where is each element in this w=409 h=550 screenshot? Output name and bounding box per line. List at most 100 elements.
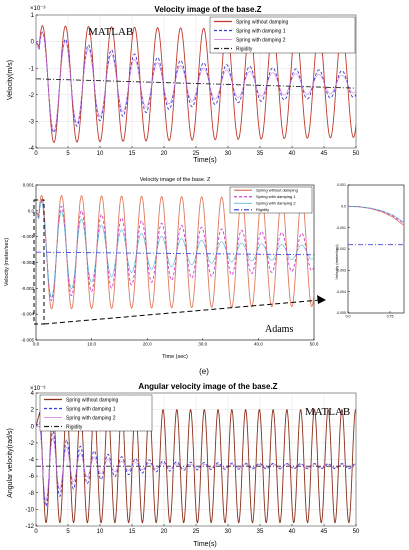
panel-label: (e)	[199, 367, 209, 376]
x-axis-label: Time(s)	[193, 541, 216, 548]
y-axis-label: Velocity (meter/sec)	[4, 238, 10, 286]
series-group	[348, 205, 404, 246]
y-tick-label: -0.001	[336, 226, 346, 230]
y-tick-label: -0.004	[336, 290, 346, 294]
x-tick-label: 10.0	[87, 342, 96, 347]
y-tick-label: -4	[29, 146, 35, 152]
plot-frame	[347, 184, 405, 314]
x-tick-label: 35	[257, 529, 264, 535]
plot-area: 0.0 0.75 0.001 0.0 -0.001 -0.002 -0.003 -0.004 -…	[336, 183, 405, 319]
x-tick-label: 40	[289, 529, 296, 535]
chart-matlab-velocity: Velocity image of the base.Z ×10⁻³ 0 5 10 1…	[7, 5, 360, 164]
exponent-label: ×10⁻³	[30, 386, 45, 392]
y-tick-label: -1	[29, 66, 35, 72]
legend-label: Spring with damping 2	[236, 37, 286, 43]
x-tick-label: 15	[129, 529, 136, 535]
series-group	[36, 194, 314, 310]
zoom-arrowhead	[317, 295, 326, 304]
zoom-region-box	[33, 199, 45, 325]
x-tick-label: 30	[225, 151, 232, 157]
x-tick-label: 0.0	[346, 315, 351, 319]
y-tick-label: -0.004	[21, 312, 34, 317]
y-tick-label: -0.001	[21, 234, 34, 239]
x-tick-label: 45	[321, 151, 328, 157]
x-tick-label: 10	[97, 151, 104, 157]
x-tick-label: 10	[97, 529, 104, 535]
x-tick-label: 5	[66, 529, 70, 535]
x-tick-label: 50	[353, 151, 360, 157]
y-tick-label: -6	[29, 474, 35, 480]
y-tick-label: 0.0	[341, 205, 346, 209]
y-tick-label: -2	[29, 93, 35, 99]
x-tick-label: 0	[34, 529, 38, 535]
legend-label: Spring without damping	[236, 19, 288, 25]
x-axis-label: Time (sec)	[162, 354, 188, 360]
chart-title: Angular velocity image of the base.Z	[138, 382, 277, 391]
x-tick-label: 40	[289, 151, 296, 157]
legend-box	[229, 186, 313, 214]
x-tick-label: 30	[225, 529, 232, 535]
chart-adams-inset: 0.0 0.75 0.001 0.0 -0.001 -0.002 -0.003 -0.004 -…	[334, 183, 405, 319]
y-tick-label: 4	[31, 391, 35, 397]
chart-matlab-angular-velocity: Angular velocity image of the base.Z ×10…	[7, 382, 360, 548]
y-tick-label: -0.005	[336, 311, 346, 315]
y-tick-label: -0.003	[21, 286, 34, 291]
x-tick-label: 25	[193, 529, 200, 535]
x-tick-label: 40.0	[254, 342, 263, 347]
series-group	[36, 25, 356, 143]
legend: Spring without damping Spring with dampin…	[209, 16, 356, 54]
legend-label: Spring with damping 1	[256, 194, 296, 199]
y-tick-label: -10	[25, 507, 34, 513]
legend-label: Spring with damping 1	[66, 406, 116, 412]
legend-label: Spring without damping	[66, 397, 118, 403]
x-tick-label: 0.0	[33, 342, 40, 347]
watermark-label: Adams	[265, 324, 293, 335]
y-tick-label: 0.001	[337, 183, 346, 187]
legend-label: Spring with damping 1	[236, 28, 286, 34]
series-line-spring-with-damping-1	[36, 31, 356, 134]
series-line-spring-with-damping-2	[348, 206, 404, 223]
x-tick-label: 30.0	[198, 342, 207, 347]
y-axis-label: Velocity(m/s)	[7, 60, 14, 100]
y-tick-label: -8	[29, 491, 35, 497]
y-tick-label: -0.003	[336, 269, 346, 273]
x-axis-label: Time(s)	[193, 157, 216, 164]
exponent-label: ×10⁻³	[30, 6, 45, 12]
y-axis-label: Angular velocity(rad/s)	[7, 428, 14, 498]
y-tick-label: -2	[29, 441, 35, 447]
chart-title: Velocity image of the base.Z	[154, 5, 261, 14]
legend-box	[209, 16, 356, 54]
chart-title: Velocity image of the base. Z	[140, 177, 211, 183]
legend-label: Rigidity	[236, 46, 253, 52]
series-line-rigidity	[36, 78, 356, 89]
y-tick-label: 0.001	[23, 183, 35, 188]
y-tick-label: 1	[31, 13, 35, 19]
y-tick-label: -4	[29, 458, 35, 464]
legend-label: Spring with damping 2	[256, 201, 296, 206]
watermark-label: MATLAB	[88, 26, 133, 38]
x-tick-label: 20	[161, 151, 168, 157]
series-line-rigidity	[36, 251, 314, 256]
legend-label: Spring with damping 2	[66, 415, 116, 421]
x-tick-label: 15	[129, 151, 136, 157]
y-tick-label: 0.0	[28, 208, 35, 213]
zoom-arrow	[43, 299, 321, 325]
y-tick-label: -12	[25, 524, 34, 530]
legend-label: Rigidity	[256, 207, 269, 212]
x-tick-label: 0.75	[387, 315, 394, 319]
x-tick-label: 35	[257, 151, 264, 157]
chart-adams-velocity: Velocity image of the base. Z 0.0 10.0 20.…	[4, 177, 319, 360]
x-tick-label: 20	[161, 529, 168, 535]
series-line-spring-without-damping	[36, 25, 356, 143]
y-tick-label: 0	[31, 40, 35, 46]
y-tick-label: 2	[31, 408, 35, 414]
x-tick-label: 50.0	[310, 342, 319, 347]
series-line-spring-with-damping-2	[36, 32, 356, 132]
y-axis-label: Velocity (meter/sec)	[334, 244, 339, 280]
watermark-label: MATLAB	[305, 406, 350, 418]
y-tick-label: 0	[31, 424, 35, 430]
x-tick-label: 5	[66, 151, 70, 157]
x-tick-label: 0	[34, 151, 38, 157]
